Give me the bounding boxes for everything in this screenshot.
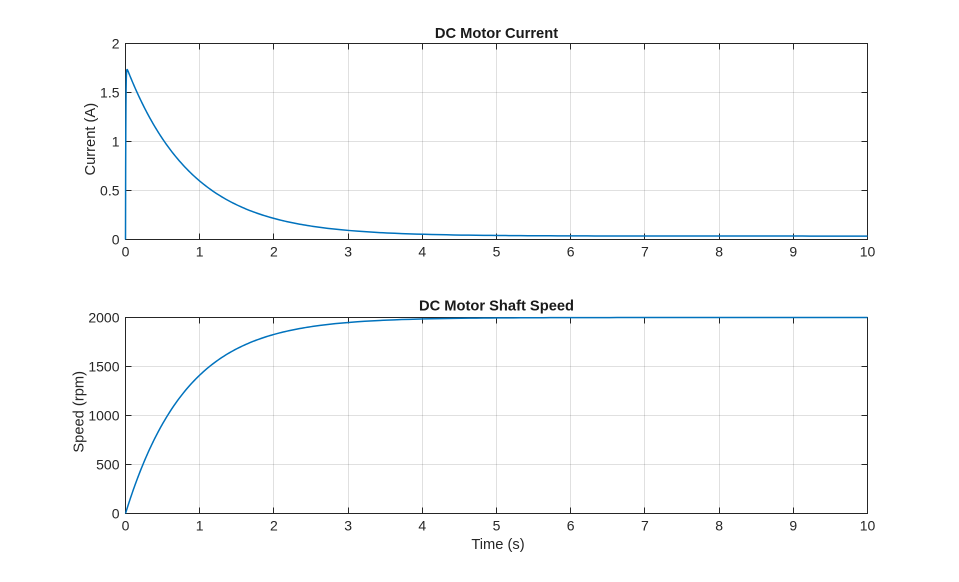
svg-text:9: 9 <box>789 517 797 533</box>
svg-text:4: 4 <box>418 517 426 533</box>
svg-text:0: 0 <box>122 244 130 260</box>
svg-text:7: 7 <box>641 517 649 533</box>
svg-text:DC Motor Shaft Speed: DC Motor Shaft Speed <box>419 299 574 315</box>
svg-text:5: 5 <box>493 244 501 260</box>
svg-text:6: 6 <box>567 517 575 533</box>
svg-text:10: 10 <box>860 517 876 533</box>
svg-text:1: 1 <box>196 244 204 260</box>
svg-text:3: 3 <box>344 517 352 533</box>
svg-text:1: 1 <box>112 133 120 149</box>
svg-text:8: 8 <box>715 244 723 260</box>
svg-text:10: 10 <box>860 244 876 260</box>
svg-text:0: 0 <box>112 231 120 247</box>
svg-text:2: 2 <box>270 244 278 260</box>
svg-text:9: 9 <box>789 244 797 260</box>
svg-text:Current (A): Current (A) <box>83 103 99 176</box>
svg-text:0: 0 <box>112 505 120 521</box>
svg-text:3: 3 <box>344 244 352 260</box>
svg-text:1000: 1000 <box>88 407 119 423</box>
svg-text:2: 2 <box>270 517 278 533</box>
svg-text:Time (s): Time (s) <box>471 537 524 553</box>
svg-text:500: 500 <box>96 456 120 472</box>
svg-text:5: 5 <box>493 517 501 533</box>
svg-text:0.5: 0.5 <box>100 182 120 198</box>
svg-text:Speed (rpm): Speed (rpm) <box>71 371 87 453</box>
svg-text:2: 2 <box>112 35 120 51</box>
svg-text:7: 7 <box>641 244 649 260</box>
svg-text:DC Motor Current: DC Motor Current <box>435 26 558 42</box>
svg-text:1: 1 <box>196 517 204 533</box>
svg-text:1.5: 1.5 <box>100 84 120 100</box>
svg-text:0: 0 <box>122 517 130 533</box>
svg-text:2000: 2000 <box>88 309 119 325</box>
svg-text:4: 4 <box>418 244 426 260</box>
svg-text:6: 6 <box>567 244 575 260</box>
svg-text:8: 8 <box>715 517 723 533</box>
svg-text:1500: 1500 <box>88 358 119 374</box>
